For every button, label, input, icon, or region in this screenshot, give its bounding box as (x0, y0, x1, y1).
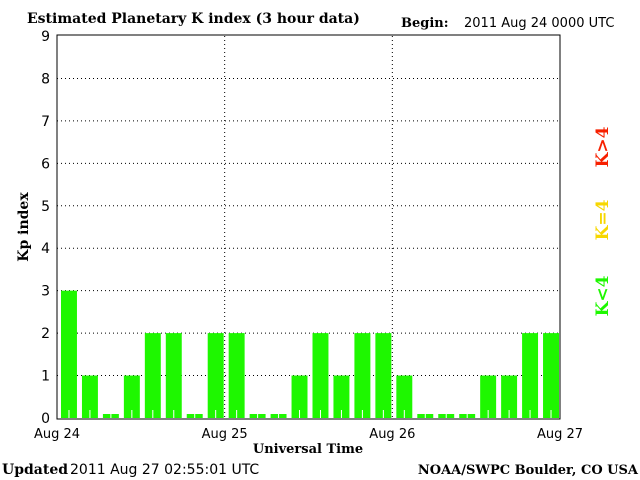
plot-frame (56, 34, 561, 420)
kp-bar (480, 375, 497, 418)
kp-bar (123, 375, 140, 418)
y-tick-label: 6 (41, 156, 50, 172)
chart-title: Estimated Planetary K index (3 hour data… (27, 11, 360, 27)
begin-label: Begin: (401, 16, 449, 31)
x-tick-label: Aug 27 (537, 427, 583, 442)
legend-item: K=4 (593, 199, 613, 240)
y-tick-label: 2 (41, 326, 50, 342)
x-axis-label: Universal Time (253, 442, 363, 457)
legend-item: K>4 (593, 126, 613, 167)
kp-bar (165, 333, 182, 418)
kp-bar (312, 333, 329, 418)
kp-bar (522, 333, 539, 418)
kp-bar (207, 333, 224, 418)
kp-bar (291, 375, 308, 418)
y-tick-label: 0 (41, 411, 50, 427)
kp-bar (333, 375, 350, 418)
bars (61, 290, 559, 418)
legend: K<4 K=4 K>4 (593, 126, 613, 316)
kp-bar (61, 290, 77, 418)
updated-label: Updated (2, 462, 68, 478)
y-tick-label: 4 (41, 241, 50, 257)
y-tick-label: 7 (41, 114, 50, 130)
grid (57, 36, 560, 418)
y-tick-label: 1 (41, 369, 50, 385)
begin-value: 2011 Aug 24 0000 UTC (464, 16, 614, 31)
source-label: NOAA/SWPC Boulder, CO USA (418, 463, 639, 478)
x-tick-label: Aug 25 (202, 427, 248, 442)
kp-bar (501, 375, 518, 418)
kp-bar (144, 333, 161, 418)
kp-bar (375, 333, 392, 418)
y-tick-label: 9 (41, 29, 50, 45)
x-tick-label: Aug 24 (34, 427, 80, 442)
kp-bar (543, 333, 559, 418)
legend-item: K<4 (593, 275, 613, 316)
y-tick-label: 3 (41, 284, 50, 300)
y-axis-label: Kp index (16, 192, 32, 262)
kp-bar (81, 375, 98, 418)
kp-bar (354, 333, 371, 418)
kp-bar (396, 375, 413, 418)
y-tick-label: 8 (41, 71, 50, 87)
kp-bar (228, 333, 245, 418)
y-tick-label: 5 (41, 199, 50, 215)
y-ticks: 0 1 2 3 4 5 6 7 8 9 (41, 29, 50, 427)
x-ticks: Aug 24 Aug 25 Aug 26 Aug 27 (34, 427, 583, 442)
x-tick-label: Aug 26 (369, 427, 415, 442)
updated-value: 2011 Aug 27 02:55:01 UTC (70, 462, 259, 478)
